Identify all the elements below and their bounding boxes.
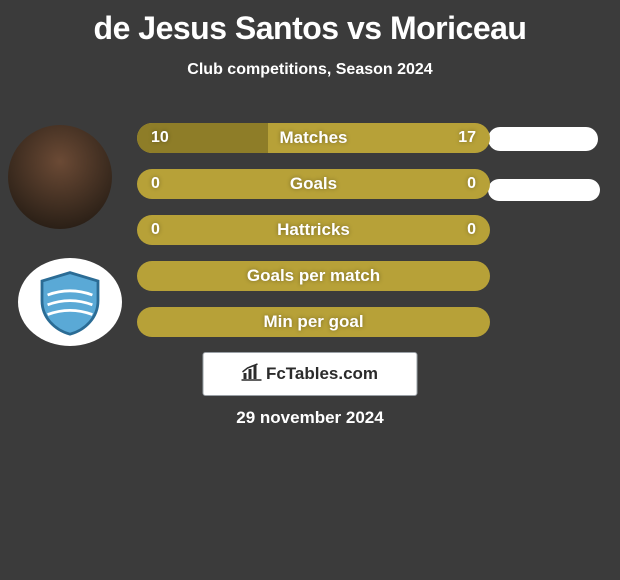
date-text: 29 november 2024 <box>0 408 620 428</box>
bar-row: 10 Matches 17 <box>137 123 490 153</box>
brand-text: FcTables.com <box>266 364 378 384</box>
bar-right-value: 0 <box>467 175 476 193</box>
right-pill-2 <box>488 179 600 201</box>
bar-left-value: 10 <box>151 129 169 147</box>
bar-row: Goals per match <box>137 261 490 291</box>
bar-right-value: 17 <box>458 129 476 147</box>
club-shield-icon <box>35 267 105 337</box>
bar-chart-icon <box>242 363 262 386</box>
bar-label: Min per goal <box>263 312 363 332</box>
page-subtitle: Club competitions, Season 2024 <box>0 61 620 79</box>
comparison-bars: 10 Matches 17 0 Goals 0 0 Hattricks 0 Goals per m… <box>137 123 490 353</box>
bar-label: Hattricks <box>277 220 350 240</box>
bar-left-value: 0 <box>151 175 160 193</box>
bar-row: 0 Goals 0 <box>137 169 490 199</box>
bar-row: 0 Hattricks 0 <box>137 215 490 245</box>
player-avatar <box>8 125 112 229</box>
bar-label: Matches <box>279 128 347 148</box>
bar-left-value: 0 <box>151 221 160 239</box>
brand-box[interactable]: FcTables.com <box>203 352 418 396</box>
bar-label: Goals per match <box>247 266 380 286</box>
bar-label: Goals <box>290 174 337 194</box>
bar-right-value: 0 <box>467 221 476 239</box>
club-logo <box>18 258 122 346</box>
page-title: de Jesus Santos vs Moriceau <box>0 0 620 47</box>
player-photo-placeholder <box>8 125 112 229</box>
bar-row: Min per goal <box>137 307 490 337</box>
right-pill-1 <box>488 127 598 151</box>
